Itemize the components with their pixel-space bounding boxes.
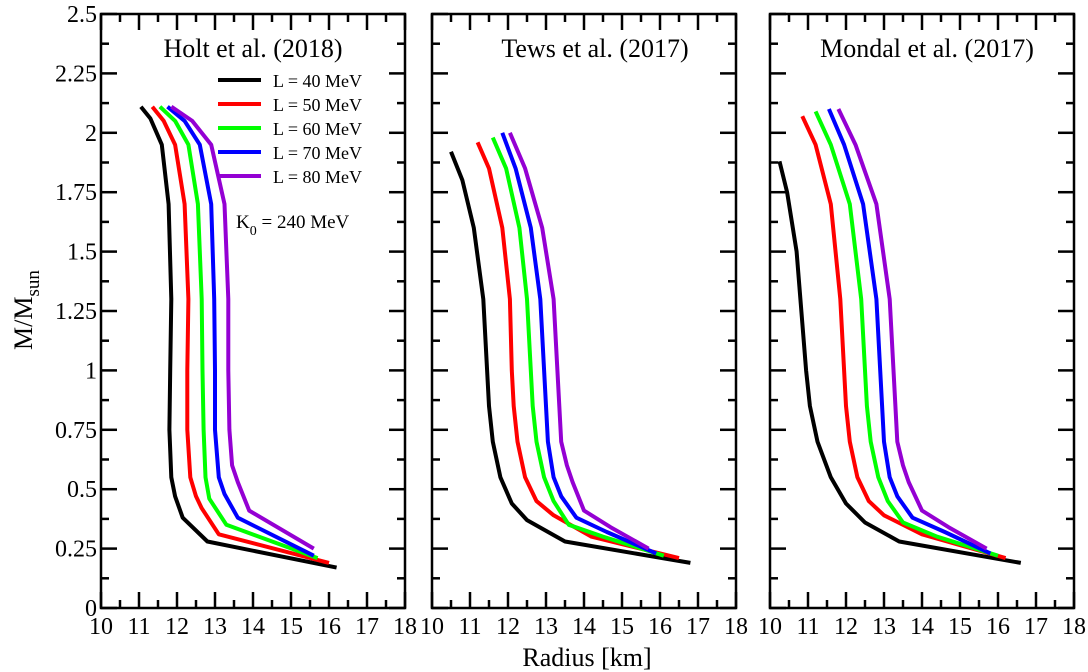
panel-title: Mondal et al. (2017): [820, 34, 1034, 63]
x-tick-label: 15: [610, 614, 634, 640]
y-axis-title-main: M/M: [9, 296, 38, 349]
x-tick-label: 12: [834, 614, 858, 640]
y-tick-label: 1.75: [55, 180, 97, 206]
x-tick-label: 17: [686, 614, 710, 640]
y-tick-label: 1.25: [55, 299, 97, 325]
x-tick-label: 17: [355, 614, 379, 640]
y-axis-title-sub: sun: [23, 270, 44, 297]
k0-annotation-sub: 0: [250, 224, 257, 239]
x-tick-label: 13: [203, 614, 227, 640]
x-tick-label: 17: [1024, 614, 1048, 640]
x-tick-label: 10: [89, 614, 113, 640]
y-tick-label: 0.5: [67, 477, 97, 503]
x-tick-label: 14: [910, 614, 934, 640]
y-tick-label: 0.25: [55, 537, 97, 563]
y-tick-label: 0.75: [55, 418, 97, 444]
series-line-80mev: [836, 108, 988, 551]
panel-3: 10 11 12 13 14 15 16 17 18 Mondal et al. (2017): [758, 12, 1086, 640]
series-line-60mev: [813, 110, 999, 558]
x-tick-label: 10: [420, 614, 444, 640]
x-tick-label: 18: [1062, 614, 1086, 640]
panel-1: 10 11 12 13 14 15 16 17 18 0 0.25 0.5 0.75 1 1.25 1.5 1.…: [55, 2, 417, 640]
series-line-50mev: [475, 141, 680, 561]
y-tick-label: 2: [85, 121, 97, 147]
x-tick-label: 12: [496, 614, 520, 640]
x-tick-label: 13: [872, 614, 896, 640]
y-tick-label: 2.25: [55, 61, 97, 87]
x-tick-label: 13: [534, 614, 558, 640]
x-tick-label: 14: [572, 614, 596, 640]
y-tick-label: 0: [85, 596, 97, 622]
legend-label: L = 40 MeV: [273, 71, 362, 91]
series-line-80mev: [508, 132, 650, 551]
x-tick-label: 16: [986, 614, 1010, 640]
panel-title: Tews et al. (2017): [501, 34, 688, 63]
panels: 10 11 12 13 14 15 16 17 18 0 0.25 0.5 0.75 1 1.25 1.5 1.…: [55, 2, 1086, 640]
y-tick-label: 1.5: [67, 240, 97, 266]
x-tick-label: 15: [948, 614, 972, 640]
x-tick-label: 10: [758, 614, 782, 640]
legend-label: L = 50 MeV: [273, 95, 362, 115]
x-tick-label: 11: [127, 614, 150, 640]
k0-annotation-rest: = 240 MeV: [257, 212, 350, 233]
x-tick-label: 14: [241, 614, 265, 640]
panel-title: Holt et al. (2018): [163, 34, 342, 63]
y-tick-label: 2.5: [67, 2, 97, 28]
series-line-60mev: [490, 136, 665, 558]
k0-annotation-k: K: [236, 212, 250, 233]
legend-label: L = 60 MeV: [273, 119, 362, 139]
series-line-40mev: [777, 160, 1022, 565]
x-tick-label: 12: [165, 614, 189, 640]
x-axis-title: Radius [km]: [522, 643, 651, 672]
x-tick-label: 16: [648, 614, 672, 640]
x-tick-label: 15: [279, 614, 303, 640]
x-tick-label: 18: [393, 614, 417, 640]
x-tick-label: 18: [724, 614, 748, 640]
y-axis-title: M/Msun: [9, 270, 44, 350]
x-tick-label: 11: [796, 614, 819, 640]
series-line-40mev: [449, 151, 691, 565]
series-line-80mev: [170, 105, 315, 551]
panel-2: 10 11 12 13 14 15 16 17 18 Tews et al. (2017): [420, 12, 748, 640]
plot-frame: [768, 12, 1076, 610]
series-line-50mev: [150, 105, 330, 565]
series-line-70mev: [500, 132, 657, 556]
series-line-70mev: [166, 105, 315, 558]
x-tick-label: 11: [458, 614, 481, 640]
plot-frame: [430, 12, 738, 610]
legend-label: L = 80 MeV: [273, 167, 362, 187]
y-tick-label: 1: [85, 358, 97, 384]
series-line-60mev: [158, 105, 319, 560]
k0-annotation: K0 = 240 MeV: [236, 212, 350, 239]
series-line-70mev: [827, 108, 992, 556]
series-line-40mev: [139, 105, 337, 570]
legend: L = 40 MeV L = 50 MeV L = 60 MeV L = 70 MeV…: [218, 71, 362, 187]
x-tick-label: 16: [317, 614, 341, 640]
legend-label: L = 70 MeV: [273, 143, 362, 163]
series-line-50mev: [800, 115, 1007, 561]
